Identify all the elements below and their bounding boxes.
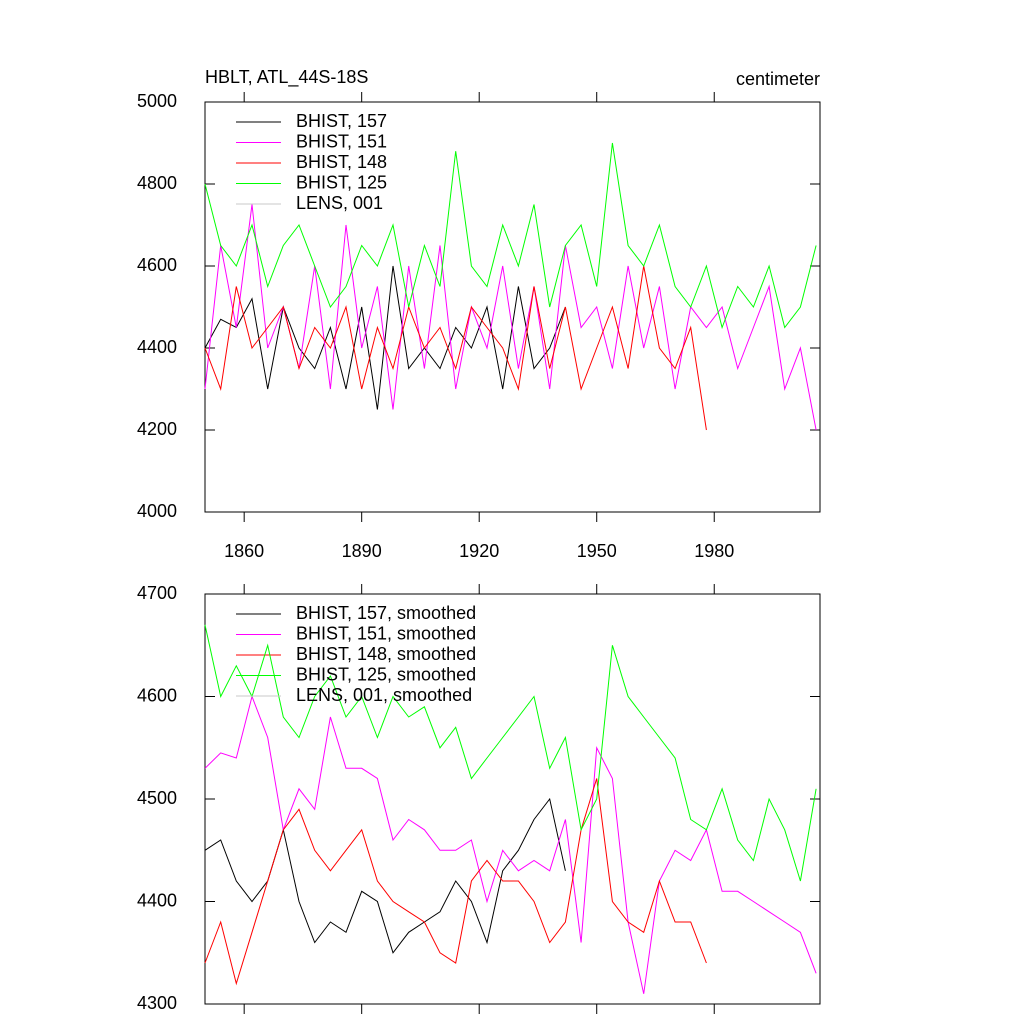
data-line [204, 265, 566, 410]
legend-label: BHIST, 148 [296, 152, 387, 172]
x-tick-label: 1890 [342, 541, 382, 561]
units-label: centimeter [736, 69, 820, 89]
legend-label: LENS, 001 [296, 193, 383, 213]
legend-label: BHIST, 157 [296, 111, 387, 131]
y-tick-label: 4200 [137, 419, 177, 439]
legend-label: LENS, 001, smoothed [296, 685, 472, 705]
y-tick-label: 4400 [137, 890, 177, 910]
y-tick-label: 5000 [137, 91, 177, 111]
x-tick-label: 1950 [577, 541, 617, 561]
x-tick-label: 1920 [459, 541, 499, 561]
y-tick-label: 4700 [137, 583, 177, 603]
legend-label: BHIST, 148, smoothed [296, 644, 476, 664]
data-line [204, 265, 707, 431]
data-line [204, 204, 817, 431]
y-tick-label: 4600 [137, 685, 177, 705]
y-tick-label: 4500 [137, 788, 177, 808]
y-tick-label: 4300 [137, 993, 177, 1013]
legend-label: BHIST, 125 [296, 172, 387, 192]
y-tick-label: 4600 [137, 255, 177, 275]
data-line [204, 694, 817, 994]
y-tick-label: 4400 [137, 337, 177, 357]
legend-label: BHIST, 157, smoothed [296, 603, 476, 623]
x-tick-label: 1860 [224, 541, 264, 561]
x-tick-label: 1980 [694, 541, 734, 561]
legend-label: BHIST, 151 [296, 131, 387, 151]
legend-label: BHIST, 125, smoothed [296, 664, 476, 684]
plot-frame [204, 101, 821, 513]
data-line [204, 778, 707, 986]
data-line [204, 142, 817, 330]
y-tick-label: 4000 [137, 501, 177, 521]
data-line [204, 624, 817, 882]
data-line [204, 797, 566, 954]
y-tick-label: 4800 [137, 173, 177, 193]
legend-label: BHIST, 151, smoothed [296, 623, 476, 643]
chart-title: HBLT, ATL_44S-18S [205, 67, 368, 88]
